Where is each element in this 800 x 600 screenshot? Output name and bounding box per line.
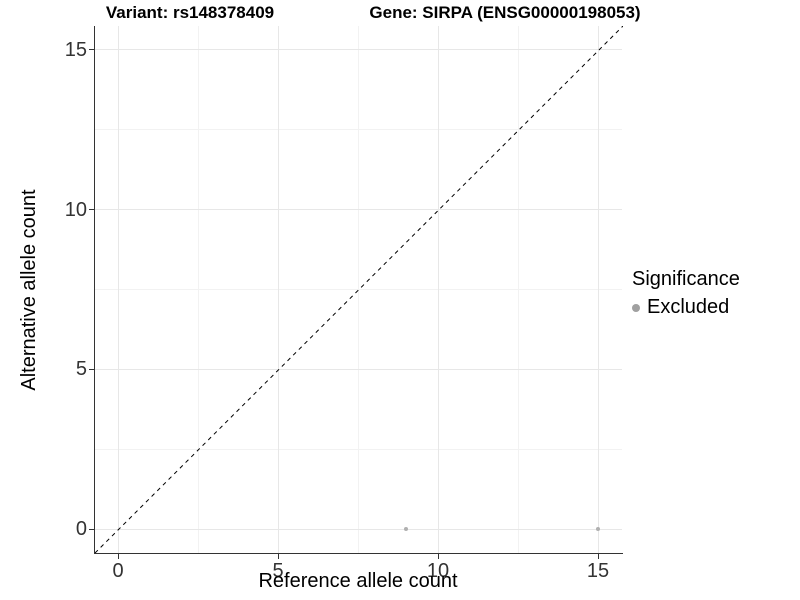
plot-title-gene: Gene: SIRPA (ENSG00000198053): [369, 3, 641, 22]
x-major-gridline: [277, 26, 279, 553]
x-tick-mark: [117, 554, 119, 559]
x-tick-mark: [277, 554, 279, 559]
y-major-gridline: [94, 528, 622, 530]
y-tick-mark: [89, 528, 94, 530]
x-tick-label: 5: [272, 560, 284, 582]
legend-entry-label: Excluded: [647, 296, 730, 318]
y-tick-label: 10: [64, 198, 87, 221]
x-major-gridline: [597, 26, 599, 553]
x-major-gridline: [437, 26, 439, 553]
y-major-gridline: [94, 368, 622, 370]
x-tick-label: 10: [426, 560, 450, 582]
legend-point-icon: [632, 303, 640, 312]
x-tick-mark: [597, 554, 599, 559]
axis-lines: [94, 26, 623, 554]
legend: Significance Excluded: [632, 268, 740, 319]
legend-entries: Excluded: [632, 296, 740, 319]
x-major-gridline: [117, 26, 119, 553]
y-minor-gridline: [94, 289, 622, 290]
y-tick-mark: [89, 209, 94, 211]
legend-title: Significance: [632, 268, 740, 290]
data-point: [596, 527, 600, 532]
legend-entry: Excluded: [632, 296, 740, 319]
y-tick-label: 5: [75, 358, 87, 381]
x-tick-mark: [437, 554, 439, 559]
x-axis-title: Reference allele count: [258, 570, 458, 592]
x-tick-label: 0: [112, 560, 124, 582]
y-major-gridline: [94, 209, 622, 211]
y-axis-title: Alternative allele count: [18, 189, 40, 391]
y-tick-label: 15: [64, 38, 87, 61]
data-point: [404, 527, 408, 532]
x-tick-label: 15: [586, 560, 610, 582]
y-tick-label: 0: [75, 518, 87, 541]
y-tick-mark: [89, 49, 94, 51]
y-major-gridline: [94, 49, 622, 51]
y-tick-mark: [89, 368, 94, 370]
y-minor-gridline: [94, 129, 622, 131]
plot-title-variant: Variant: rs148378409: [105, 3, 275, 22]
y-minor-gridline: [94, 448, 622, 450]
